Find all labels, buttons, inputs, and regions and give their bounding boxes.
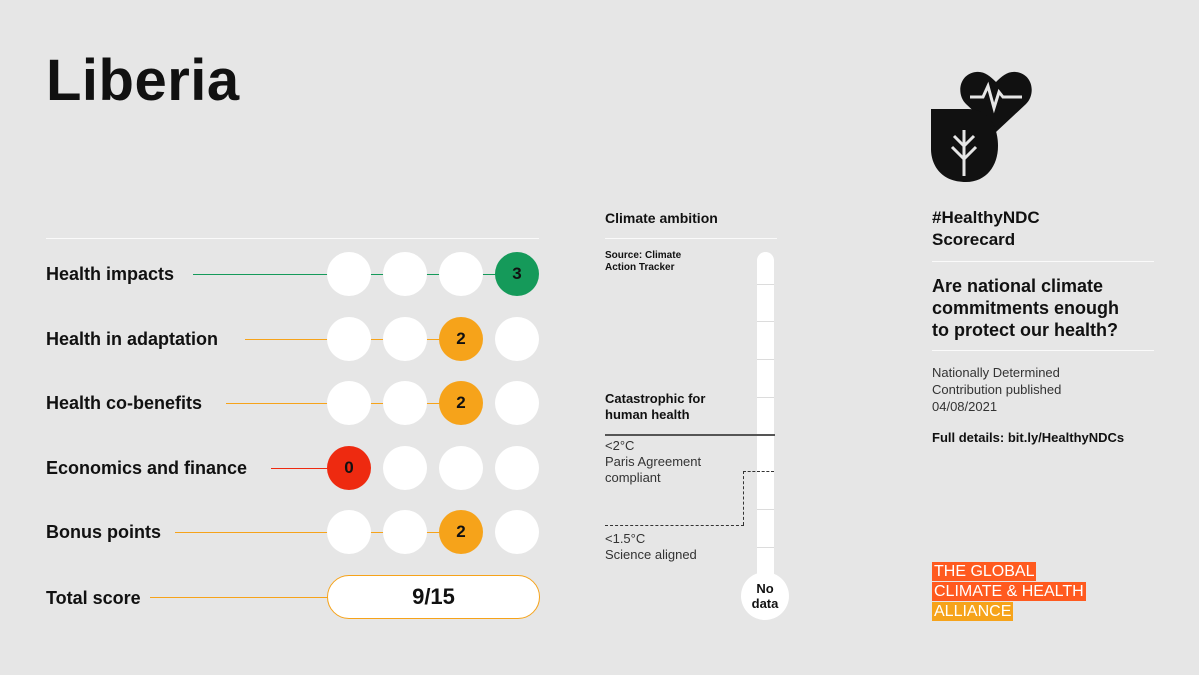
- ambition-rule: [605, 238, 777, 239]
- alliance-logo: THE GLOBAL CLIMATE & HEALTH ALLIANCE: [932, 562, 1086, 622]
- paris-line-2: Paris Agreement: [605, 454, 702, 469]
- score-dot: [327, 381, 371, 425]
- source-line-2: Action Tracker: [605, 262, 675, 273]
- score-dot: [327, 510, 371, 554]
- no-data-badge: No data: [741, 572, 789, 620]
- ambition-thermometer: [757, 252, 774, 602]
- science-line-2: Science aligned: [605, 547, 697, 562]
- hashtag-title: #HealthyNDC Scorecard: [932, 207, 1040, 251]
- row-label: Health co-benefits: [46, 392, 207, 414]
- score-dot: [439, 446, 483, 490]
- score-dot: [383, 317, 427, 361]
- science-threshold-line: [605, 525, 744, 526]
- thermometer-tick: [757, 547, 774, 548]
- hashtag-line-2: Scorecard: [932, 230, 1016, 249]
- thermometer-tick: [757, 284, 774, 285]
- total-connector: [150, 597, 328, 598]
- paris-label: <2°C Paris Agreement compliant: [605, 438, 701, 486]
- question-line-1: Are national climate: [932, 276, 1104, 296]
- alliance-line-2: CLIMATE & HEALTH: [932, 582, 1086, 601]
- score-dot: [327, 317, 371, 361]
- score-dot-active: 2: [439, 510, 483, 554]
- catastrophic-threshold-line: [605, 434, 775, 436]
- total-score-label: Total score: [46, 587, 145, 609]
- thermometer-tick: [757, 359, 774, 360]
- question-line-2: commitments enough: [932, 298, 1120, 318]
- row-label: Health impacts: [46, 263, 179, 285]
- paris-threshold-line: [743, 471, 774, 472]
- row-label: Health in adaptation: [46, 328, 223, 350]
- published-line-1: Nationally Determined: [932, 365, 1060, 380]
- source-line-1: Source: Climate: [605, 250, 682, 261]
- scorecard-top-rule: [46, 238, 539, 239]
- source-note: Source: Climate Action Tracker: [605, 250, 681, 274]
- row-label: Bonus points: [46, 521, 165, 543]
- score-dot-active: 3: [495, 252, 539, 296]
- score-dot: [327, 252, 371, 296]
- score-dot-active: 2: [439, 381, 483, 425]
- science-line-1: <1.5°C: [605, 531, 646, 546]
- no-data-line-1: No: [756, 581, 774, 596]
- alliance-line-3: ALLIANCE: [932, 602, 1014, 621]
- country-title: Liberia: [46, 48, 240, 113]
- catastrophic-label: Catastrophic for human health: [605, 391, 705, 423]
- paris-line-1: <2°C: [605, 438, 635, 453]
- published-line-2: Contribution published: [932, 382, 1062, 397]
- score-dot: [439, 252, 483, 296]
- score-dot: [383, 446, 427, 490]
- question-text: Are national climate commitments enough …: [932, 275, 1119, 341]
- heart-leaf-icon: [931, 71, 1032, 182]
- hashtag-line-1: #HealthyNDC: [932, 208, 1040, 227]
- score-dot: [495, 317, 539, 361]
- published-date: 04/08/2021: [932, 399, 998, 414]
- score-dot-active: 0: [327, 446, 371, 490]
- score-dot-active: 2: [439, 317, 483, 361]
- score-dot: [495, 381, 539, 425]
- alliance-line-1: THE GLOBAL: [932, 562, 1037, 581]
- score-dot: [383, 252, 427, 296]
- catastrophic-line-1: Catastrophic for: [605, 391, 706, 406]
- sidebar-rule-1: [932, 261, 1154, 262]
- paris-threshold-step: [743, 471, 744, 525]
- thermometer-tick: [757, 397, 774, 398]
- science-label: <1.5°C Science aligned: [605, 531, 697, 563]
- score-dot: [383, 510, 427, 554]
- details-link[interactable]: Full details: bit.ly/HealthyNDCs: [932, 430, 1125, 445]
- score-dot: [495, 510, 539, 554]
- no-data-line-2: data: [751, 596, 779, 611]
- sidebar-rule-2: [932, 350, 1154, 351]
- row-connector: [175, 532, 461, 533]
- thermometer-tick: [757, 509, 774, 510]
- row-connector: [271, 468, 349, 469]
- catastrophic-line-2: human health: [605, 407, 690, 422]
- question-line-3: to protect our health?: [932, 320, 1118, 340]
- total-score-value: 9/15: [327, 575, 540, 619]
- paris-line-3: compliant: [605, 470, 661, 485]
- thermometer-tick: [757, 321, 774, 322]
- publication-note: Nationally Determined Contribution publi…: [932, 364, 1061, 415]
- score-dot: [495, 446, 539, 490]
- row-label: Economics and finance: [46, 457, 252, 479]
- ambition-title: Climate ambition: [605, 210, 718, 226]
- score-dot: [383, 381, 427, 425]
